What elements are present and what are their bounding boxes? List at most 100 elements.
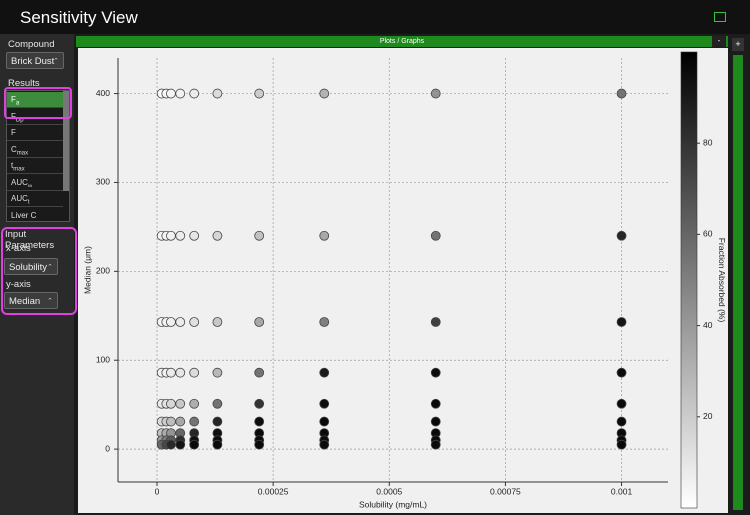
item-text: AUC [11,177,28,187]
point [189,416,200,427]
xaxis-label: x-axis [6,243,31,254]
point [430,439,441,450]
point [189,398,200,409]
highlight [4,87,72,119]
result-item[interactable]: AUCt [7,191,63,207]
point [166,88,176,99]
point [175,230,186,241]
x-tick-label: 0.0005 [376,486,402,496]
point [175,439,186,450]
point [430,317,441,327]
item-text: F [11,111,16,121]
result-item[interactable]: Cmax [7,141,63,158]
point [616,230,627,241]
point [616,416,627,427]
colorbar-tick-label: 80 [703,137,713,147]
point [189,88,200,99]
colorbar-tick-label: 60 [703,229,713,239]
panel-title: Plots / Graphs [76,36,728,47]
point [430,88,441,99]
point [616,398,627,409]
item-text: t [11,161,14,170]
y-tick-label: 200 [96,266,110,276]
xaxis-select[interactable]: Solubility [4,258,58,275]
point [319,439,330,450]
point [616,88,627,99]
item-text: C [11,144,17,154]
point [254,416,265,427]
header: Sensitivity View [0,0,750,34]
input-label: Input Parameters [5,229,55,251]
y-tick-label: 0 [105,443,110,453]
point [166,416,176,427]
expand-button[interactable]: + [732,38,744,51]
point [319,416,330,427]
y-tick-label: 100 [96,354,110,364]
point [189,230,200,241]
point [212,317,223,327]
point [254,317,265,327]
item-sub: max [16,150,29,157]
point [166,398,176,409]
sidebar: Compound Brick Dust Results Liver CAUCtA… [0,34,77,515]
y-tick-label: 300 [96,177,110,187]
item-text: AUC [11,194,28,203]
point [166,317,176,327]
colorbar-tick-label: 40 [703,320,713,330]
point [430,230,441,241]
point [616,317,627,327]
yaxis-select[interactable]: Median [4,292,58,309]
compound-select[interactable]: Brick Dust [6,52,64,69]
point [175,317,186,327]
result-item[interactable]: Liver C [7,207,63,221]
yaxis-label: y-axis [6,279,31,290]
point [189,367,200,378]
point [212,230,223,241]
point [166,439,176,450]
point [212,416,223,427]
item-sub: ∞ [27,183,33,190]
point [189,439,200,450]
point [430,416,441,427]
point [319,367,330,378]
x-tick-label: 0.00025 [258,486,289,496]
item-text: F [11,128,16,137]
point [319,88,330,99]
scrollbar[interactable] [63,91,69,191]
point [254,398,265,409]
result-item[interactable]: FDp [7,108,63,125]
collapse-button[interactable]: - [712,36,726,47]
y-axis-label: Median (μm) [82,246,92,294]
point [212,88,223,99]
point [319,317,330,327]
x-tick-label: 0.00075 [490,486,521,496]
result-item[interactable]: tmax [7,158,63,174]
point [166,367,176,378]
point [254,230,265,241]
app-title: Sensitivity View [20,8,138,27]
result-item[interactable]: F [7,125,63,141]
point [616,367,627,378]
point [254,439,265,450]
point [430,398,441,409]
export-icon[interactable] [714,12,726,22]
item-sub: a [15,100,20,107]
results-list: Liver C AUCt AUC∞ tmax Cmax F FDp Fa [6,90,70,222]
point [430,367,441,378]
chart: 0 100 200 300 400 0 0.00025 0.0005 0.00075 0.001 S… [78,48,728,513]
x-tick-label: 0 [155,486,160,496]
point [175,88,186,99]
colorbar-label: Fraction Absorbed (%) [717,238,727,323]
result-item[interactable]: Fa [7,92,63,108]
result-item[interactable]: AUC∞ [7,174,63,191]
point [189,317,200,327]
y-tick-label: 400 [96,88,110,98]
point [166,230,176,241]
point [212,398,223,409]
point [212,367,223,378]
point [175,416,186,427]
side-bar [733,55,743,510]
colorbar-tick-label: 20 [703,411,713,421]
point [319,398,330,409]
point [212,439,223,450]
